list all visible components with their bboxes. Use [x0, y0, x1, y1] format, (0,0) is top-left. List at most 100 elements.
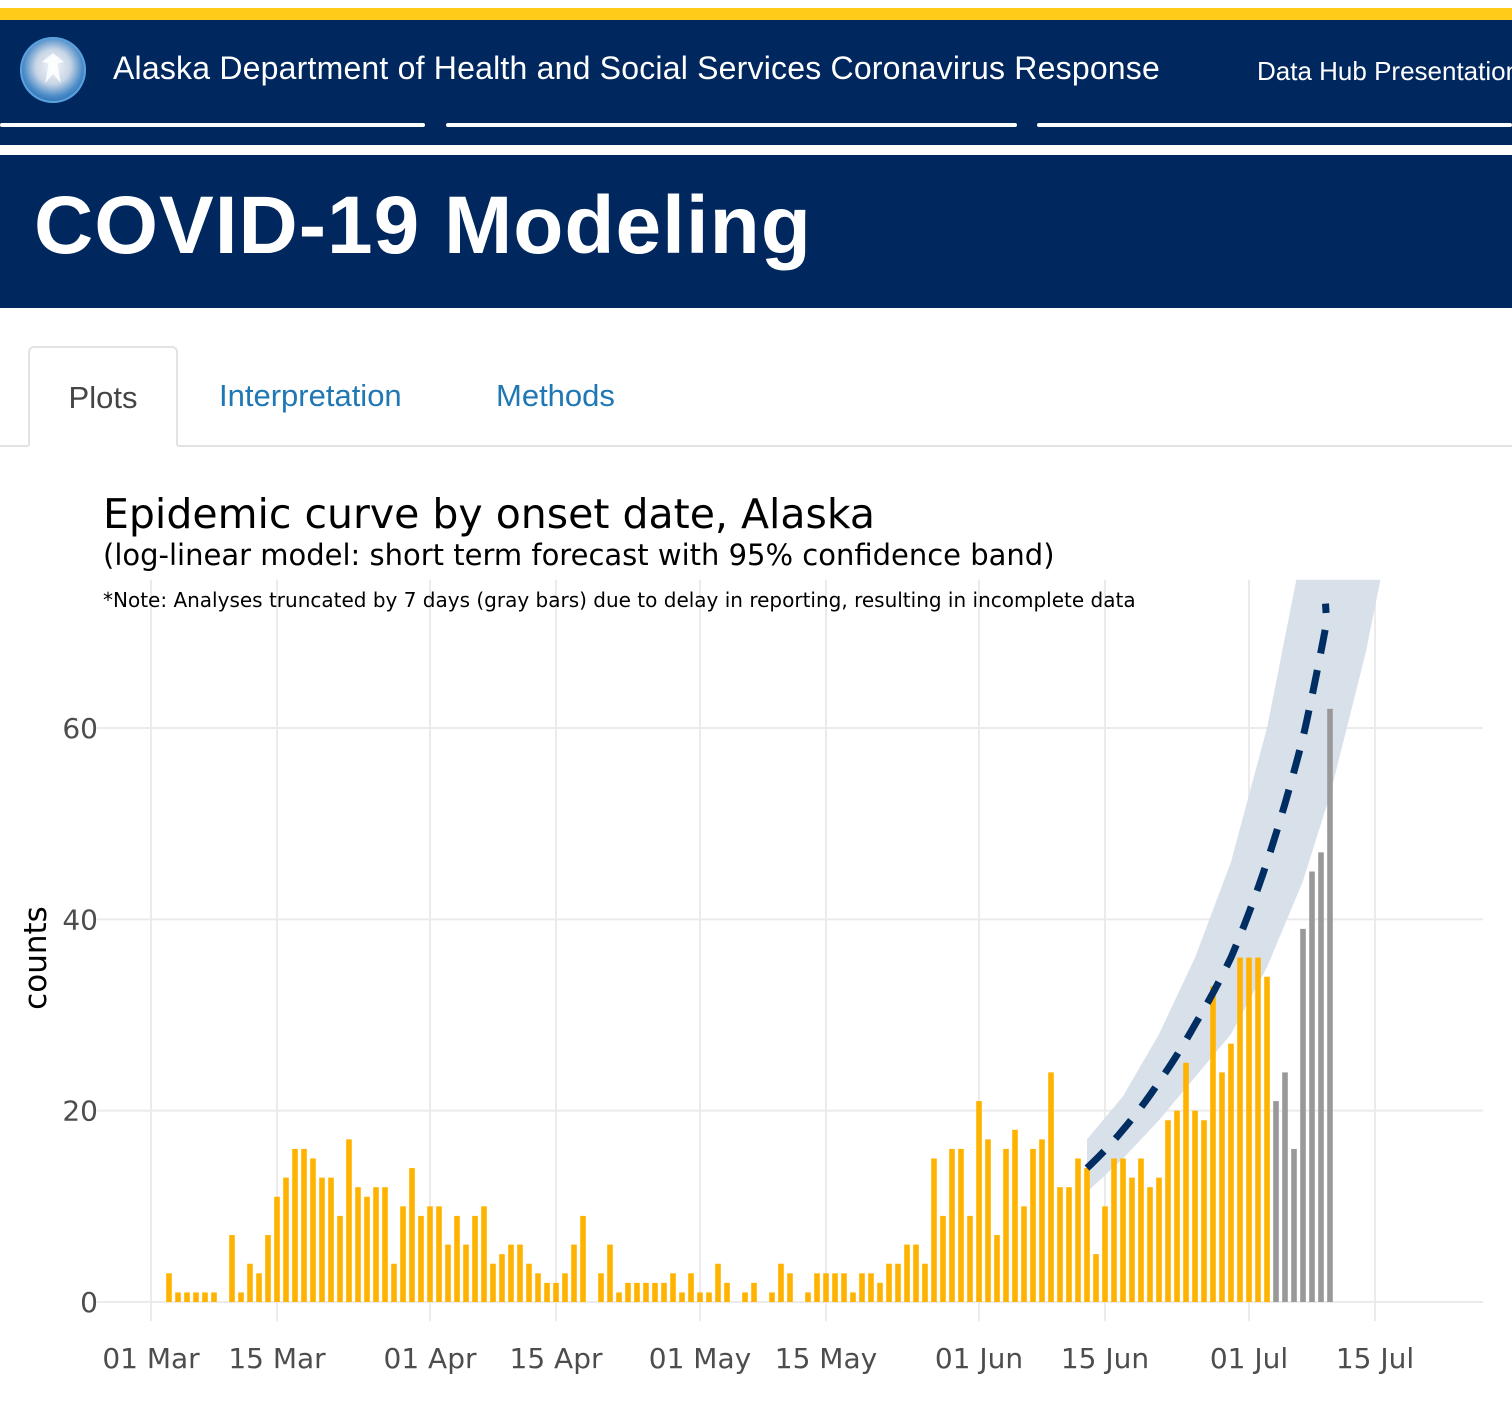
count-bar — [382, 1187, 388, 1302]
count-bar — [886, 1263, 892, 1302]
count-bar — [823, 1273, 829, 1302]
count-bar — [247, 1263, 253, 1302]
count-bar — [1066, 1187, 1072, 1302]
forecast-line — [1084, 603, 1331, 1171]
y-tick-label: 60 — [62, 712, 98, 745]
count-bar — [697, 1292, 703, 1302]
header-divider — [1037, 123, 1512, 127]
x-tick-label: 01 Apr — [384, 1342, 477, 1375]
count-bar — [346, 1139, 352, 1302]
truncated-bar — [1327, 708, 1333, 1302]
count-bar — [265, 1235, 271, 1302]
header-separator — [0, 145, 1512, 155]
count-bar — [1084, 1168, 1090, 1302]
count-bar — [832, 1273, 838, 1302]
count-bar — [1264, 976, 1270, 1302]
header-divider — [0, 123, 425, 127]
count-bar — [454, 1215, 460, 1302]
count-bar — [1147, 1187, 1153, 1302]
count-bar — [958, 1148, 964, 1302]
count-bar — [859, 1273, 865, 1302]
forecast-dashed-line — [1084, 603, 1331, 1171]
y-axis-label: counts — [18, 906, 54, 1010]
count-bar — [292, 1148, 298, 1302]
count-bar — [616, 1292, 622, 1302]
tab-plots[interactable]: Plots — [28, 346, 178, 447]
x-tick-label: 15 Apr — [510, 1342, 603, 1375]
count-bar — [904, 1244, 910, 1302]
count-bar — [1210, 986, 1216, 1302]
count-bar — [724, 1282, 730, 1302]
count-bar — [922, 1263, 928, 1302]
count-bar — [184, 1292, 190, 1302]
count-bar — [256, 1273, 262, 1302]
header-divider — [446, 123, 1017, 127]
count-bar — [364, 1196, 370, 1302]
count-bar — [490, 1263, 496, 1302]
count-bar — [1183, 1062, 1189, 1302]
count-bar — [895, 1263, 901, 1302]
tab-interpretation[interactable]: Interpretation — [219, 378, 402, 413]
count-bar — [445, 1244, 451, 1302]
site-header: Alaska Department of Health and Social S… — [0, 20, 1512, 158]
count-bar — [940, 1215, 946, 1302]
count-bar — [598, 1273, 604, 1302]
tab-methods[interactable]: Methods — [496, 378, 615, 413]
count-bar — [1075, 1158, 1081, 1302]
count-bar — [706, 1292, 712, 1302]
count-bar — [1192, 1110, 1198, 1302]
count-bar — [1111, 1158, 1117, 1302]
count-bar — [670, 1273, 676, 1302]
count-bar — [877, 1282, 883, 1302]
chart-subtitle: (log-linear model: short term forecast w… — [103, 538, 1055, 572]
count-bar — [481, 1206, 487, 1302]
y-tick-label: 0 — [80, 1286, 98, 1319]
count-bar — [571, 1244, 577, 1302]
count-bar — [1093, 1254, 1099, 1302]
state-seal-logo-icon[interactable] — [20, 37, 86, 103]
truncated-bar — [1273, 1101, 1279, 1302]
x-tick-label: 01 May — [649, 1342, 751, 1375]
count-bar — [463, 1244, 469, 1302]
count-bar — [427, 1206, 433, 1302]
count-bar — [607, 1244, 613, 1302]
count-bar — [1003, 1148, 1009, 1302]
count-bar — [1201, 1120, 1207, 1302]
x-tick-label: 01 Jul — [1210, 1342, 1288, 1375]
page-title: COVID-19 Modeling — [34, 180, 812, 271]
axes: 0 20 40 60 01 Mar 15 Mar 01 Apr 15 Apr 01 May 15 … — [62, 712, 1414, 1375]
count-bar — [562, 1273, 568, 1302]
count-bar — [355, 1187, 361, 1302]
count-bar — [652, 1282, 658, 1302]
count-bar — [409, 1168, 415, 1302]
count-bar — [175, 1292, 181, 1302]
count-bar — [229, 1235, 235, 1302]
count-bar — [238, 1292, 244, 1302]
y-tick-label: 40 — [62, 903, 98, 936]
count-bar — [373, 1187, 379, 1302]
count-bar — [688, 1273, 694, 1302]
tab-bar: Plots Interpretation Methods — [0, 346, 1512, 447]
bars — [166, 708, 1333, 1302]
count-bar — [391, 1263, 397, 1302]
x-tick-label: 15 Jun — [1061, 1342, 1149, 1375]
count-bar — [1120, 1158, 1126, 1302]
count-bar — [328, 1177, 334, 1302]
count-bar — [1129, 1177, 1135, 1302]
y-tick-label: 20 — [62, 1095, 98, 1128]
count-bar — [499, 1254, 505, 1302]
count-bar — [166, 1273, 172, 1302]
count-bar — [319, 1177, 325, 1302]
count-bar — [1255, 957, 1261, 1302]
count-bar — [1156, 1177, 1162, 1302]
truncated-bar — [1318, 852, 1324, 1302]
truncated-bar — [1309, 871, 1315, 1302]
count-bar — [310, 1158, 316, 1302]
x-tick-label: 15 May — [775, 1342, 877, 1375]
truncated-bar — [1291, 1148, 1297, 1302]
count-bar — [337, 1215, 343, 1302]
data-hub-presentation-link[interactable]: Data Hub Presentation — [1257, 56, 1512, 86]
count-bar — [661, 1282, 667, 1302]
site-title[interactable]: Alaska Department of Health and Social S… — [113, 50, 1161, 86]
truncated-bar — [1282, 1072, 1288, 1302]
